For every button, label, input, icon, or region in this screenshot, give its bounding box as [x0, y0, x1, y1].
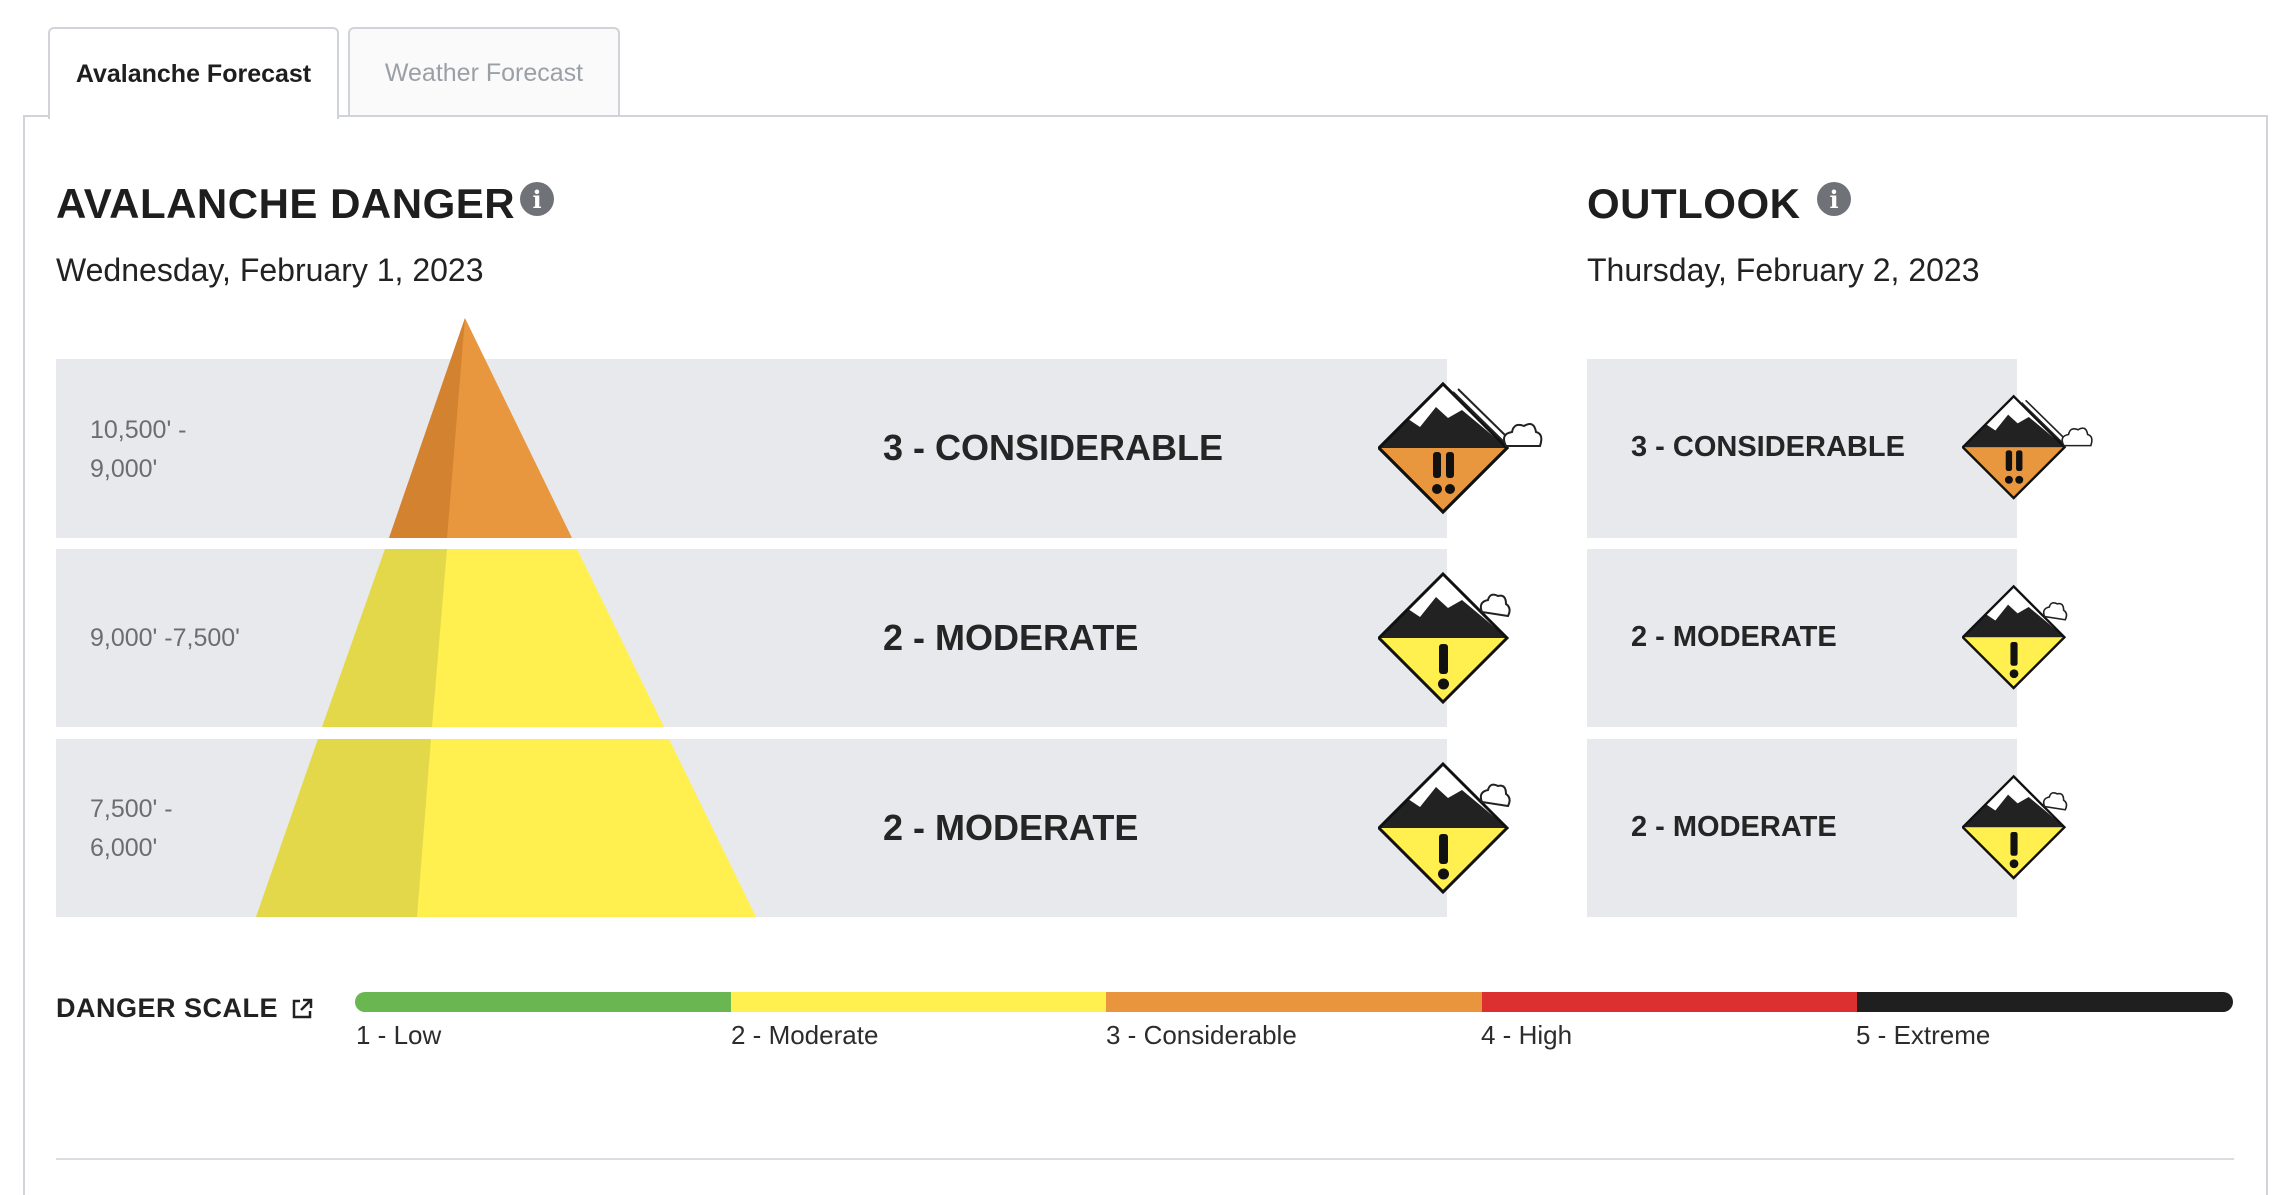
danger-rating-middle: 2 - MODERATE — [883, 617, 1139, 658]
outlook-band-upper — [1587, 359, 2017, 538]
outlook-band-lower — [1587, 739, 2017, 917]
outlook-rating-lower: 2 - MODERATE — [1631, 811, 1837, 843]
tab-weather-forecast[interactable]: Weather Forecast — [348, 27, 620, 117]
elevation-label-middle: 9,000' -7,500' — [90, 624, 240, 652]
tab-avalanche-forecast[interactable]: Avalanche Forecast — [48, 27, 339, 119]
scale-segment-extreme — [1857, 992, 2233, 1012]
outlook-moderate-danger-icon-middle — [1962, 584, 2068, 690]
danger-info-icon[interactable]: i — [520, 182, 554, 216]
scale-label-considerable: 3 - Considerable — [1106, 1020, 1297, 1050]
scale-segment-low — [355, 992, 731, 1012]
considerable-danger-icon — [1378, 382, 1543, 515]
danger-band-middle — [56, 549, 1447, 727]
pyramid-lower-tier-shade — [256, 739, 431, 917]
scale-label-extreme: 5 - Extreme — [1856, 1020, 1991, 1050]
outlook-date: Thursday, February 2, 2023 — [1587, 252, 1980, 288]
elevation-label-lower: 7,500' - 6,000' — [90, 795, 173, 862]
pyramid-middle-tier-shade — [322, 549, 447, 727]
danger-rating-lower: 2 - MODERATE — [883, 807, 1139, 848]
scale-label-low: 1 - Low — [356, 1020, 442, 1050]
outlook-considerable-danger-icon — [1962, 394, 2093, 500]
danger-scale-bar — [355, 992, 2233, 1012]
outlook-rating-middle: 2 - MODERATE — [1631, 621, 1837, 653]
elevation-label-upper: 10,500' - 9,000' — [90, 416, 187, 483]
elevation-pyramid — [256, 318, 756, 917]
scale-label-high: 4 - High — [1481, 1020, 1573, 1050]
pyramid-upper-tier-shade — [389, 318, 465, 538]
scale-label-moderate: 2 - Moderate — [731, 1020, 879, 1050]
scale-segment-considerable — [1106, 992, 1482, 1012]
outlook-moderate-danger-icon-lower — [1962, 774, 2068, 880]
external-link-icon — [292, 998, 313, 1018]
danger-scale-label: DANGER SCALE — [56, 993, 279, 1023]
outlook-band-middle — [1587, 549, 2017, 727]
outlook-info-icon[interactable]: i — [1817, 182, 1851, 216]
danger-date: Wednesday, February 1, 2023 — [56, 252, 484, 288]
danger-band-upper — [56, 359, 1447, 538]
danger-rating-upper: 3 - CONSIDERABLE — [883, 427, 1224, 468]
outlook-title: OUTLOOK — [1587, 180, 1801, 227]
avalanche-danger-title: AVALANCHE DANGER — [56, 180, 516, 227]
scale-segment-moderate — [730, 992, 1107, 1012]
danger-scale-link[interactable]: DANGER SCALE — [56, 993, 314, 1024]
moderate-danger-icon-lower — [1378, 762, 1511, 895]
section-divider — [56, 1158, 2234, 1160]
outlook-rating-upper: 3 - CONSIDERABLE — [1631, 431, 1905, 463]
scale-segment-high — [1481, 992, 1858, 1012]
moderate-danger-icon-middle — [1378, 572, 1511, 705]
